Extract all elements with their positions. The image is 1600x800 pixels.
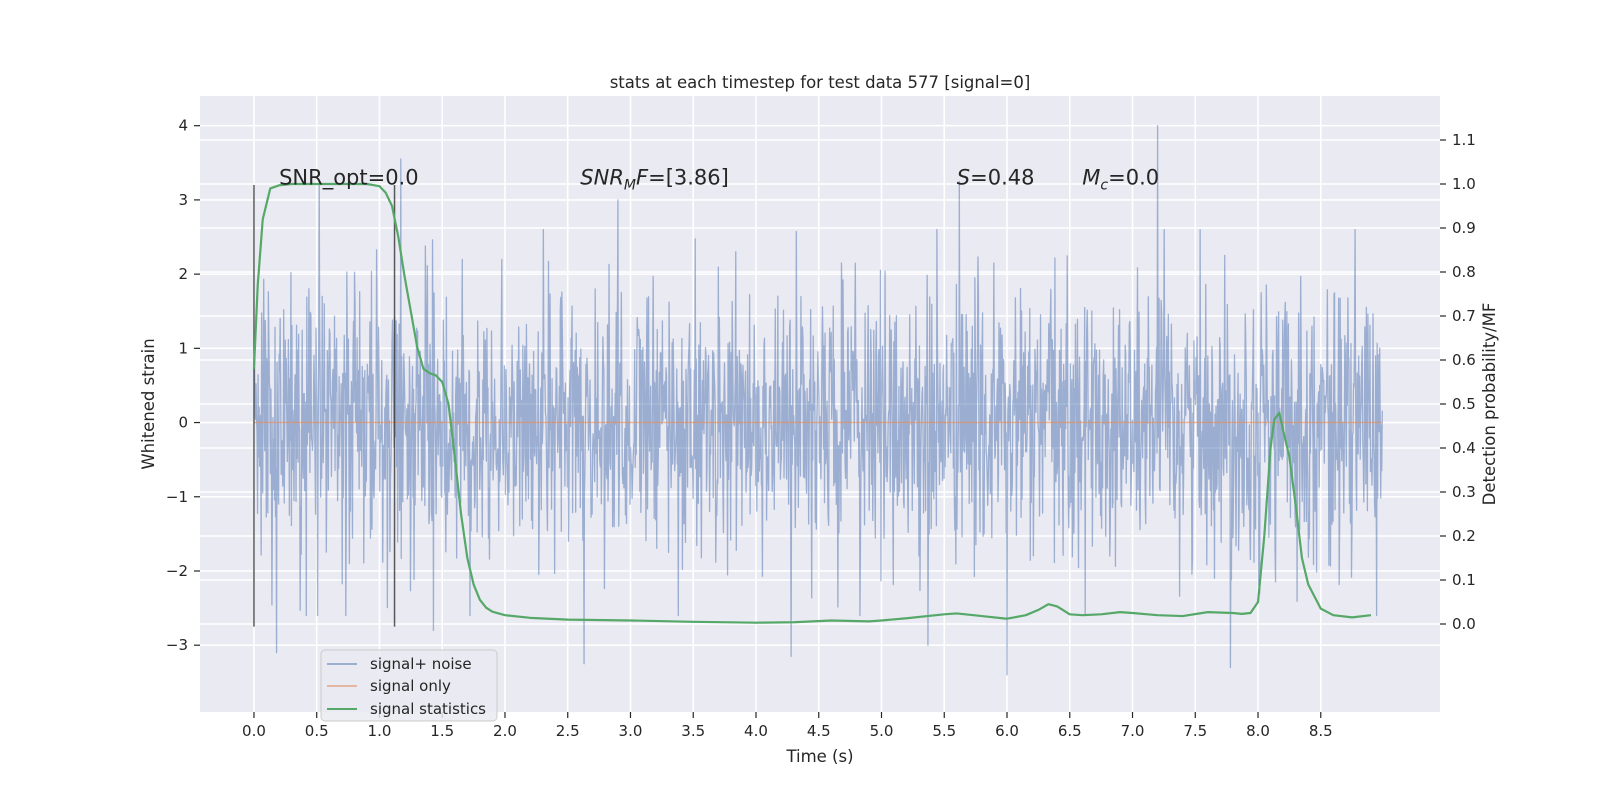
x-tick-label-5: 2.5 xyxy=(556,722,580,740)
x-tick-label-2: 1.0 xyxy=(368,722,392,740)
y-right-tick-label-4: 0.4 xyxy=(1452,439,1476,457)
x-tick-label-9: 4.5 xyxy=(807,722,831,740)
x-tick-label-16: 8.0 xyxy=(1246,722,1270,740)
y-right-tick-label-5: 0.5 xyxy=(1452,395,1476,413)
legend-label-signal-only: signal only xyxy=(370,677,451,695)
x-tick-label-10: 5.0 xyxy=(870,722,894,740)
annotation-3: Mc=0.0 xyxy=(1082,166,1159,194)
y-right-tick-label-2: 0.2 xyxy=(1452,527,1476,545)
x-tick-label-3: 1.5 xyxy=(430,722,454,740)
y-axis-label: Whitened strain xyxy=(139,338,158,469)
x-tick-label-12: 6.0 xyxy=(995,722,1019,740)
y-right-axis-label: Detection probability/MF xyxy=(1480,303,1499,506)
y-right-tick-label-0: 0.0 xyxy=(1452,615,1476,633)
y-tick-label-3: 0 xyxy=(178,414,188,432)
y-right-tick-label-9: 0.9 xyxy=(1452,219,1476,237)
legend-box xyxy=(320,649,498,722)
vertical-markers xyxy=(253,185,396,627)
x-tick-label-8: 4.0 xyxy=(744,722,768,740)
legend: signal+ noise signal only signal statist… xyxy=(320,649,498,722)
y-tick-label-6: 3 xyxy=(178,191,188,209)
annotation-0: SNR_opt=0.0 xyxy=(279,166,419,191)
signal-noise-series xyxy=(253,125,1383,676)
chart-title: stats at each timestep for test data 577… xyxy=(610,73,1031,92)
y-tick-label-7: 4 xyxy=(178,117,188,135)
y-right-tick-label-11: 1.1 xyxy=(1452,131,1476,149)
y-tick-label-4: 1 xyxy=(178,339,188,357)
y-right-tick-label-8: 0.8 xyxy=(1452,263,1476,281)
y-tick-label-5: 2 xyxy=(178,265,188,283)
x-tick-label-7: 3.5 xyxy=(681,722,705,740)
x-tick-label-1: 0.5 xyxy=(305,722,329,740)
y-right-tick-label-10: 1.0 xyxy=(1452,175,1476,193)
x-tick-label-0: 0.0 xyxy=(242,722,266,740)
y-right-tick-label-7: 0.7 xyxy=(1452,307,1476,325)
x-tick-label-17: 8.5 xyxy=(1309,722,1333,740)
y-right-tick-label-1: 0.1 xyxy=(1452,571,1476,589)
signal-noise-line xyxy=(253,125,1383,676)
signal-statistics-line xyxy=(252,182,1372,624)
annotation-1: SNRMF=[3.86] xyxy=(580,166,729,194)
y-tick-label-1: −2 xyxy=(166,562,188,580)
x-tick-label-11: 5.5 xyxy=(932,722,956,740)
axis-ticks: 0.0 0.5 1.0 1.5 2.0 2.5 3.0 3.5 4.0 4.5 5.0 5.5 6.0 6… xyxy=(166,117,1476,740)
y-right-tick-label-3: 0.3 xyxy=(1452,483,1476,501)
signal-statistics-series xyxy=(252,182,1372,624)
y-right-tick-label-6: 0.6 xyxy=(1452,351,1476,369)
legend-label-signal-noise: signal+ noise xyxy=(370,655,472,673)
x-axis-label: Time (s) xyxy=(785,747,853,766)
x-tick-label-4: 2.0 xyxy=(493,722,517,740)
annotation-2: S=0.48 xyxy=(957,166,1035,190)
x-tick-label-13: 6.5 xyxy=(1058,722,1082,740)
legend-label-signal-statistics: signal statistics xyxy=(370,700,486,718)
x-tick-label-15: 7.5 xyxy=(1183,722,1207,740)
y-tick-label-2: −1 xyxy=(166,488,188,506)
y-tick-label-0: −3 xyxy=(166,636,188,654)
grid xyxy=(200,96,1440,712)
annotations: SNR_opt=0.0 SNRMF=[3.86] S=0.48 Mc=0.0 xyxy=(279,166,1159,194)
x-tick-label-14: 7.0 xyxy=(1121,722,1145,740)
x-tick-label-6: 3.0 xyxy=(619,722,643,740)
